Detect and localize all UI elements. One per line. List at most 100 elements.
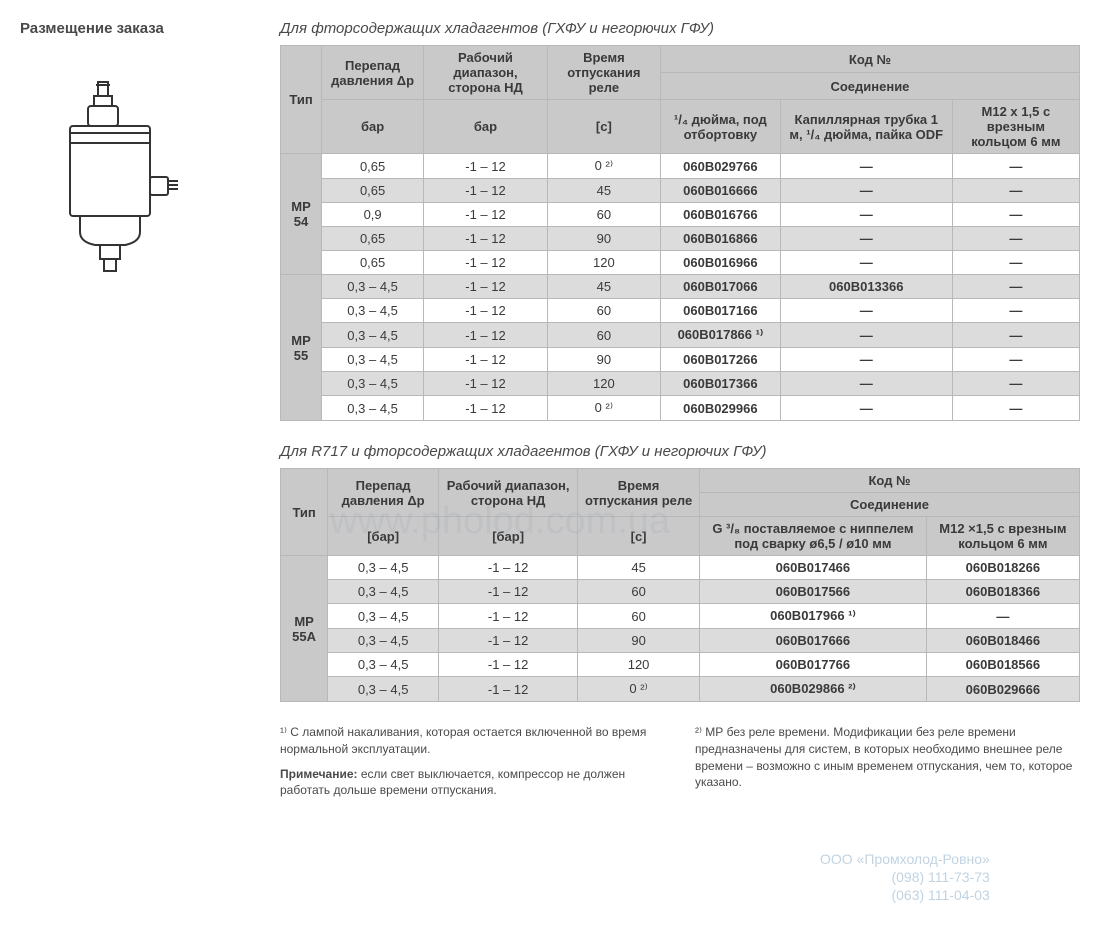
cell-code: 060B017166 xyxy=(660,299,780,323)
cell-code: — xyxy=(952,372,1079,396)
th-range-unit: бар xyxy=(424,100,548,154)
cell-dp: 0,3 – 4,5 xyxy=(322,396,424,421)
cell-code: — xyxy=(780,299,952,323)
cell-code: — xyxy=(780,179,952,203)
th-type: Тип xyxy=(281,469,328,556)
cell-dp: 0,3 – 4,5 xyxy=(322,348,424,372)
table-row: 0,3 – 4,5-1 – 120 ²⁾060B029966—— xyxy=(281,396,1080,421)
watermark-contact: ООО «Промхолод-Ровно» (098) 111-73-73 (0… xyxy=(820,850,990,905)
cell-code: — xyxy=(952,154,1079,179)
cell-range: -1 – 12 xyxy=(424,203,548,227)
cell-range: -1 – 12 xyxy=(424,275,548,299)
th-code: Код № xyxy=(700,469,1080,493)
cell-dp: 0,3 – 4,5 xyxy=(322,275,424,299)
cell-code: 060B018466 xyxy=(926,629,1079,653)
th-range-unit: [бар] xyxy=(439,517,578,556)
cell-dp: 0,9 xyxy=(322,203,424,227)
cell-code: — xyxy=(952,323,1079,348)
cell-range: -1 – 12 xyxy=(439,604,578,629)
cell-dp: 0,65 xyxy=(322,251,424,275)
cell-range: -1 – 12 xyxy=(439,653,578,677)
cell-code: — xyxy=(780,348,952,372)
cell-code: 060B018566 xyxy=(926,653,1079,677)
cell-range: -1 – 12 xyxy=(424,372,548,396)
th-dp: Перепад давления Δp xyxy=(322,46,424,100)
cell-code: 060B016666 xyxy=(660,179,780,203)
cell-code: — xyxy=(952,348,1079,372)
th-dp-unit: бар xyxy=(322,100,424,154)
th-conn2: M12 ×1,5 с врезным кольцом 6 мм xyxy=(926,517,1079,556)
cell-time: 120 xyxy=(547,372,660,396)
table-row: MP 540,65-1 – 120 ²⁾060B029766—— xyxy=(281,154,1080,179)
th-code: Код № xyxy=(660,46,1079,73)
cell-code: — xyxy=(952,203,1079,227)
th-range: Рабочий диапазон, сторона НД xyxy=(439,469,578,517)
cell-range: -1 – 12 xyxy=(424,396,548,421)
cell-code: — xyxy=(952,179,1079,203)
cell-code: — xyxy=(780,251,952,275)
table-row: 0,65-1 – 1245060B016666—— xyxy=(281,179,1080,203)
cell-code: — xyxy=(780,203,952,227)
device-drawing xyxy=(50,77,260,280)
cell-time: 60 xyxy=(578,580,700,604)
cell-range: -1 – 12 xyxy=(424,299,548,323)
cell-code: 060B029666 xyxy=(926,677,1079,702)
cell-time: 0 ²⁾ xyxy=(547,396,660,421)
footnote-2: ²⁾ МР без реле времени. Модификации без … xyxy=(695,724,1080,791)
cell-time: 45 xyxy=(547,179,660,203)
cell-code: 060B017666 xyxy=(700,629,927,653)
th-conn2: Капиллярная трубка 1 м, ¹/₄ дюйма, пайка… xyxy=(780,100,952,154)
cell-code: 060B029866 ²⁾ xyxy=(700,677,927,702)
cell-code: — xyxy=(780,154,952,179)
cell-code: — xyxy=(780,396,952,421)
table-row: MP 55A0,3 – 4,5-1 – 1245060B017466060B01… xyxy=(281,556,1080,580)
cell-range: -1 – 12 xyxy=(439,677,578,702)
cell-time: 120 xyxy=(547,251,660,275)
table-row: MP 550,3 – 4,5-1 – 1245060B017066060B013… xyxy=(281,275,1080,299)
cell-range: -1 – 12 xyxy=(424,323,548,348)
cell-code: 060B018366 xyxy=(926,580,1079,604)
cell-code: 060B017266 xyxy=(660,348,780,372)
cell-dp: 0,65 xyxy=(322,179,424,203)
cell-code: 060B017466 xyxy=(700,556,927,580)
cell-dp: 0,3 – 4,5 xyxy=(328,580,439,604)
cell-range: -1 – 12 xyxy=(439,556,578,580)
cell-time: 45 xyxy=(547,275,660,299)
cell-range: -1 – 12 xyxy=(439,629,578,653)
table-row: 0,3 – 4,5-1 – 1260060B017866 ¹⁾—— xyxy=(281,323,1080,348)
th-time: Время отпускания реле xyxy=(578,469,700,517)
table-row: 0,3 – 4,5-1 – 1290060B017666060B018466 xyxy=(281,629,1080,653)
cell-code: — xyxy=(952,227,1079,251)
cell-dp: 0,65 xyxy=(322,154,424,179)
cell-dp: 0,3 – 4,5 xyxy=(328,629,439,653)
table-row: 0,65-1 – 1290060B016866—— xyxy=(281,227,1080,251)
type-cell: MP 55 xyxy=(281,275,322,421)
page-title: Размещение заказа xyxy=(20,20,260,37)
cell-time: 0 ²⁾ xyxy=(578,677,700,702)
cell-code: 060B013366 xyxy=(780,275,952,299)
table-row: 0,9-1 – 1260060B016766—— xyxy=(281,203,1080,227)
cell-time: 0 ²⁾ xyxy=(547,154,660,179)
cell-code: 060B029966 xyxy=(660,396,780,421)
cell-time: 120 xyxy=(578,653,700,677)
table-row: 0,3 – 4,5-1 – 12120060B017366—— xyxy=(281,372,1080,396)
cell-dp: 0,3 – 4,5 xyxy=(322,372,424,396)
table1-caption: Для фторсодержащих хладагентов (ГХФУ и н… xyxy=(280,20,1080,37)
cell-code: 060B029766 xyxy=(660,154,780,179)
cell-code: 060B017866 ¹⁾ xyxy=(660,323,780,348)
cell-range: -1 – 12 xyxy=(439,580,578,604)
cell-dp: 0,3 – 4,5 xyxy=(328,677,439,702)
cell-time: 90 xyxy=(578,629,700,653)
cell-code: — xyxy=(780,227,952,251)
cell-dp: 0,3 – 4,5 xyxy=(322,299,424,323)
cell-dp: 0,3 – 4,5 xyxy=(322,323,424,348)
cell-time: 90 xyxy=(547,227,660,251)
th-conn: Соединение xyxy=(660,73,1079,100)
cell-code: 060B017366 xyxy=(660,372,780,396)
th-conn1: G ³/₈ поставляемое с ниппелем под сварку… xyxy=(700,517,927,556)
cell-range: -1 – 12 xyxy=(424,348,548,372)
th-conn3: M12 x 1,5 с врезным кольцом 6 мм xyxy=(952,100,1079,154)
footnote-1: ¹⁾ С лампой накаливания, которая остаетс… xyxy=(280,724,665,758)
th-range: Рабочий диапазон, сторона НД xyxy=(424,46,548,100)
cell-dp: 0,3 – 4,5 xyxy=(328,604,439,629)
